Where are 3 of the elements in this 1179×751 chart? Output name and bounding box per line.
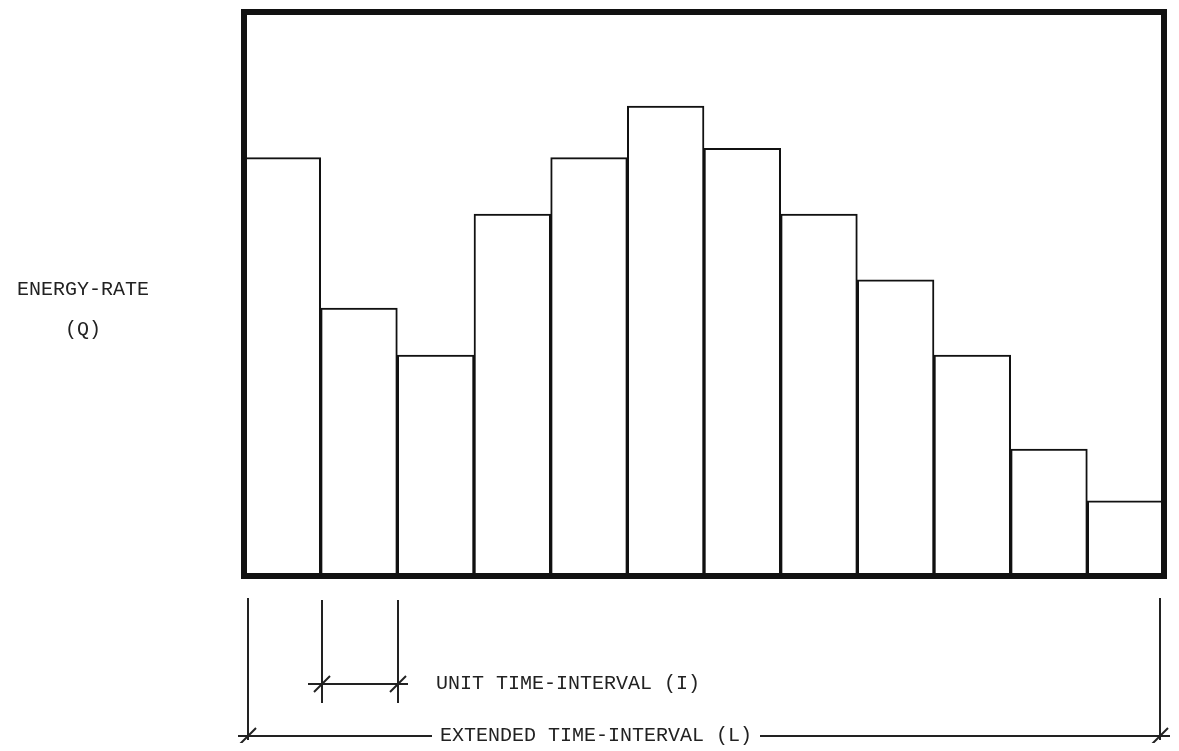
text: EXTENDED TIME-INTERVAL (L) [432, 724, 761, 747]
text: UNIT TIME-INTERVAL (I) [436, 672, 701, 695]
y-axis-title: ENERGY-RATE (Q) [16, 277, 150, 343]
